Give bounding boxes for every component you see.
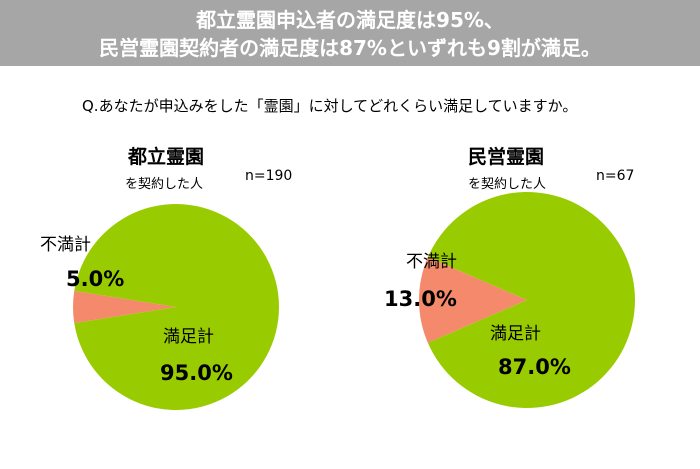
slice-value-label: 5.0% bbox=[66, 267, 124, 291]
chart-2-title: 民営霊園 bbox=[468, 146, 545, 168]
slice-name-label: 不満計 bbox=[406, 252, 457, 272]
chart-2-sample-size: n=67 bbox=[596, 168, 635, 184]
slice-value-label: 95.0% bbox=[160, 361, 233, 385]
chart-1-title: 都立霊園 bbox=[128, 146, 205, 168]
headline-line-2: 民営霊園契約者の満足度は87%といずれも9割が満足。 bbox=[99, 36, 601, 60]
slice-name-label: 不満計 bbox=[40, 235, 91, 255]
slice-value-label: 87.0% bbox=[498, 355, 571, 379]
pie-slice-unsatisfied bbox=[73, 290, 176, 324]
chart-1-sample-size: n=190 bbox=[245, 168, 293, 184]
pie-slice-satisfied bbox=[427, 191, 635, 408]
headline-banner: 都立霊園申込者の満足度は95%、 民営霊園契約者の満足度は87%といずれも9割が… bbox=[0, 0, 700, 66]
survey-question: Q.あなたが申込みをした「霊園」に対してどれくらい満足していますか。 bbox=[82, 97, 578, 115]
pie-chart-1: 不満計 5.0% 満足計 95.0% bbox=[40, 204, 280, 410]
chart-1-subtitle: を契約した人 bbox=[125, 177, 204, 192]
slice-value-label: 13.0% bbox=[384, 287, 457, 311]
slice-name-label: 満足計 bbox=[163, 327, 214, 347]
pie-slice-unsatisfied bbox=[419, 257, 527, 343]
chart-2-subtitle: を契約した人 bbox=[468, 177, 547, 192]
pie-slice-satisfied bbox=[74, 204, 280, 410]
slice-name-label: 満足計 bbox=[490, 324, 541, 344]
headline-line-1: 都立霊園申込者の満足度は95%、 bbox=[196, 8, 504, 32]
pie-chart-2: 不満計 13.0% 満足計 87.0% bbox=[384, 191, 635, 408]
